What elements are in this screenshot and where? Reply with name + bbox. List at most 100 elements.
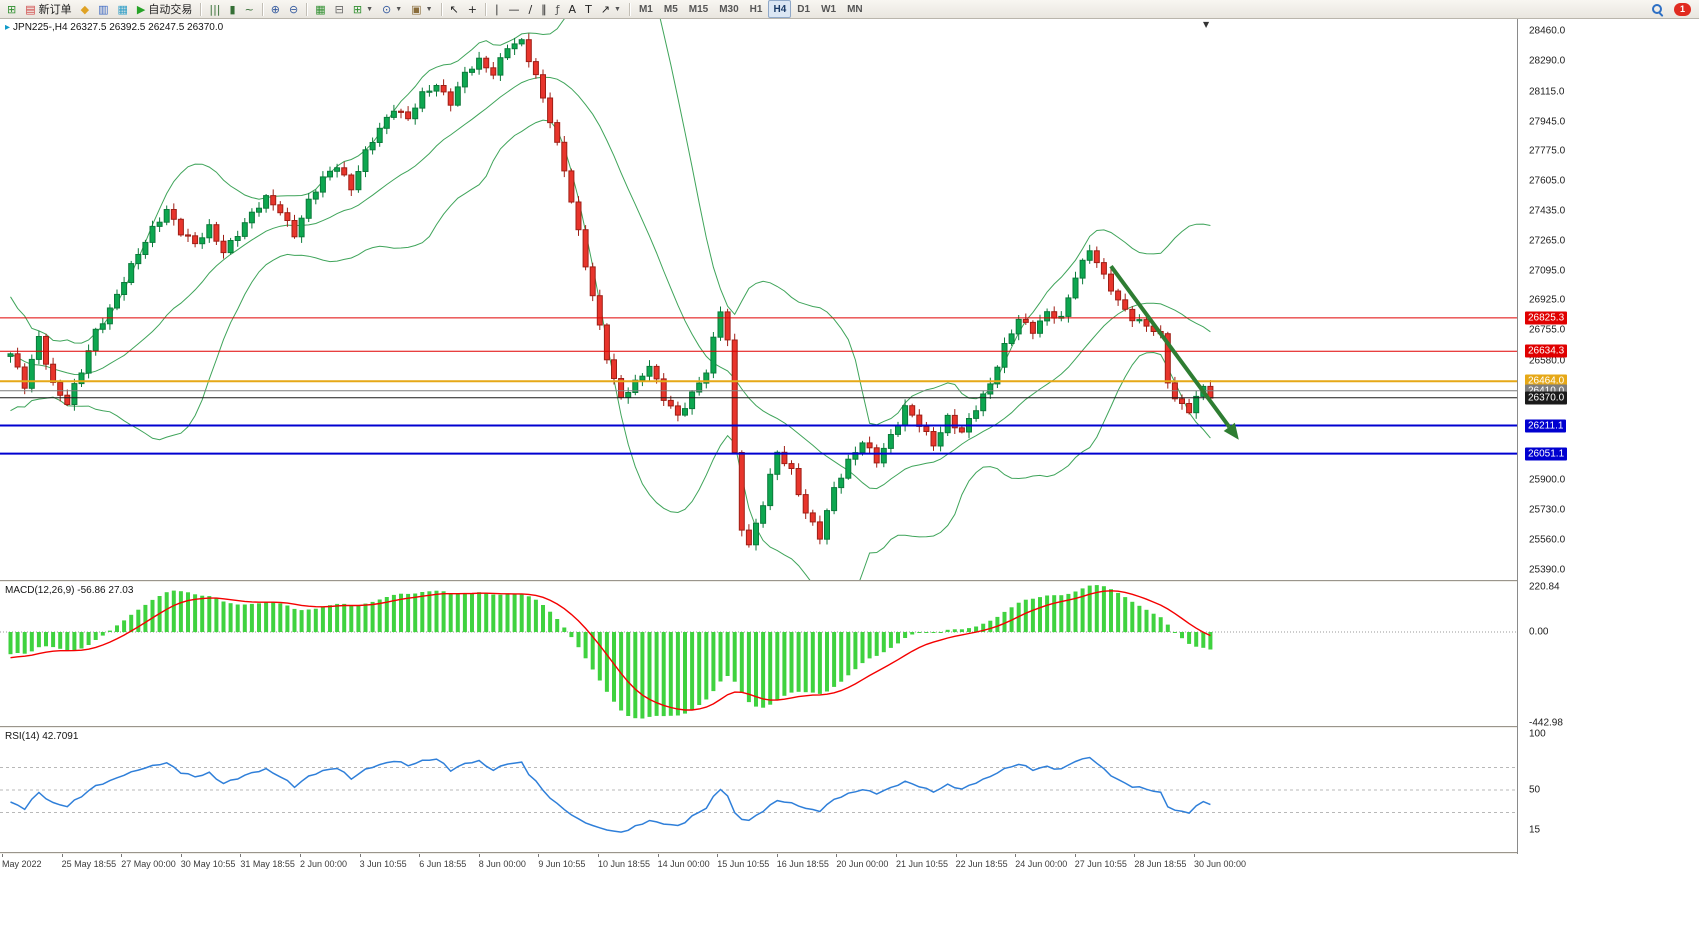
dropdown-arrow-icon: ▼ bbox=[425, 5, 433, 13]
time-axis-label: 2 Jun 00:00 bbox=[300, 859, 348, 869]
new-chart-icon[interactable]: ⊞ bbox=[3, 0, 20, 18]
price-tick: 27435.0 bbox=[1529, 205, 1566, 217]
trendline-icon[interactable]: ∕ bbox=[524, 0, 536, 18]
time-axis-tick bbox=[955, 854, 957, 857]
zoom-out-icon: ⊖ bbox=[289, 2, 299, 16]
notifications-badge[interactable]: 1 bbox=[1674, 2, 1691, 16]
label-icon[interactable]: T bbox=[581, 0, 596, 18]
price-level-label: 26211.1 bbox=[1525, 419, 1567, 432]
dropdown-arrow-icon: ▼ bbox=[395, 5, 403, 13]
price-tick: 25900.0 bbox=[1529, 474, 1566, 486]
candlestick-icon[interactable]: ▮ bbox=[226, 0, 240, 18]
price-tick: 27095.0 bbox=[1529, 265, 1566, 277]
tile-windows-icon[interactable]: ▦ bbox=[311, 0, 329, 18]
timeframe-m30-button[interactable]: M30 bbox=[719, 3, 739, 15]
time-axis-label: 22 Jun 18:55 bbox=[955, 859, 1008, 869]
fibonacci-icon: ƒ bbox=[555, 2, 560, 16]
auto-trading-button[interactable]: ▶ 自动交易 bbox=[133, 0, 196, 18]
crosshair-icon: + bbox=[467, 2, 477, 16]
arrange-windows-icon[interactable]: ⊟ bbox=[331, 0, 348, 18]
market-watch-icon[interactable]: ▥ bbox=[94, 0, 112, 18]
text-icon[interactable]: A bbox=[565, 0, 581, 18]
timeframe-h1-button[interactable]: H1 bbox=[749, 3, 763, 15]
timeframe-m5-button[interactable]: M5 bbox=[663, 3, 678, 15]
time-axis[interactable]: May 2022 25 May 18:55 27 May 00:00 30 May 1… bbox=[0, 854, 1699, 938]
time-axis-label: 16 Jun 18:55 bbox=[776, 859, 829, 869]
time-axis-tick bbox=[776, 854, 778, 857]
horizontal-line-icon[interactable]: — bbox=[504, 0, 523, 18]
price-chart-panel[interactable]: ▸ JPN225-,H4 26327.5 26392.5 26247.5 2637… bbox=[0, 19, 1517, 580]
price-tick: 27775.0 bbox=[1529, 145, 1566, 157]
rsi-scale-tick: 50 bbox=[1529, 784, 1541, 796]
timeframe-h4-button[interactable]: H4 bbox=[768, 0, 792, 18]
timeframes-button[interactable]: ⊙ ▼ bbox=[378, 0, 406, 18]
price-chart-canvas[interactable] bbox=[0, 19, 1517, 580]
arrows-button[interactable]: ↗ ▼ bbox=[597, 0, 625, 18]
price-tick: 28290.0 bbox=[1529, 55, 1566, 67]
indicators-button: ⊞ bbox=[352, 2, 363, 16]
candlestick-icon: ▮ bbox=[229, 2, 236, 16]
channel-icon: ∥ bbox=[541, 2, 547, 16]
templates-button[interactable]: ▣ ▼ bbox=[407, 0, 436, 18]
data-window-icon[interactable]: ▦ bbox=[114, 0, 132, 18]
macd-scale-tick: 0.00 bbox=[1529, 626, 1549, 638]
time-axis-label: 20 Jun 00:00 bbox=[836, 859, 889, 869]
time-axis-tick bbox=[300, 854, 301, 857]
price-tick: 27945.0 bbox=[1529, 116, 1566, 128]
panel-splitter[interactable] bbox=[0, 726, 1699, 728]
indicators-button[interactable]: ⊞ ▼ bbox=[349, 0, 377, 18]
cursor-icon: ↖ bbox=[449, 2, 459, 16]
time-axis-label: 6 Jun 18:55 bbox=[419, 859, 467, 869]
time-axis-label: 27 Jun 10:55 bbox=[1074, 859, 1127, 869]
time-axis-label: 21 Jun 10:55 bbox=[896, 859, 949, 869]
channel-icon[interactable]: ∥ bbox=[537, 0, 551, 18]
macd-panel[interactable]: MACD(12,26,9) -56.86 27.03 bbox=[0, 582, 1517, 726]
rsi-canvas[interactable] bbox=[0, 728, 1517, 852]
rsi-panel[interactable]: RSI(14) 42.7091 bbox=[0, 728, 1517, 852]
vertical-line-icon[interactable]: ∣ bbox=[490, 0, 504, 18]
profiles-icon[interactable]: ◆ bbox=[77, 0, 93, 18]
time-axis-tick bbox=[598, 854, 599, 857]
macd-canvas[interactable] bbox=[0, 582, 1517, 726]
cursor-icon[interactable]: ↖ bbox=[446, 0, 463, 18]
timeframe-d1-button[interactable]: D1 bbox=[797, 3, 811, 15]
timeframe-mn-button[interactable]: MN bbox=[847, 3, 863, 15]
arrows-button: ↗ bbox=[600, 2, 611, 16]
chart-shift-marker[interactable]: ▼ bbox=[1203, 20, 1210, 29]
crosshair-icon[interactable]: + bbox=[464, 0, 481, 18]
time-axis-tick bbox=[359, 854, 361, 857]
bar-chart-icon[interactable]: ||| bbox=[205, 0, 224, 18]
timeframe-m1-button[interactable]: M1 bbox=[638, 3, 653, 15]
new-order-button[interactable]: ▤ 新订单 bbox=[21, 0, 75, 18]
zoom-in-icon[interactable]: ⊕ bbox=[267, 0, 284, 18]
time-axis-tick bbox=[2, 854, 3, 857]
current-price-label: 26370.0 bbox=[1525, 391, 1568, 405]
timeframes-button: ⊙ bbox=[382, 2, 392, 16]
time-axis-label: 9 Jun 10:55 bbox=[538, 859, 586, 869]
price-tick: 25390.0 bbox=[1529, 564, 1566, 575]
line-chart-icon[interactable]: ~ bbox=[241, 0, 258, 18]
toolbar-separator bbox=[484, 2, 486, 16]
price-tick: 26755.0 bbox=[1529, 324, 1566, 336]
bar-chart-icon: ||| bbox=[209, 2, 221, 16]
new-chart-icon: ⊞ bbox=[7, 2, 17, 16]
panel-splitter[interactable] bbox=[0, 580, 1699, 582]
price-scale[interactable]: 28460.0 28290.0 28115.0 27945.0 27775.0 27605… bbox=[1518, 19, 1699, 854]
timeframe-m15-button[interactable]: M15 bbox=[688, 3, 709, 15]
price-level-label: 26634.3 bbox=[1525, 344, 1568, 358]
market-watch-icon: ▥ bbox=[98, 2, 109, 16]
price-tick: 27265.0 bbox=[1529, 235, 1566, 247]
line-chart-icon: ~ bbox=[244, 2, 254, 16]
fibonacci-icon[interactable]: ƒ bbox=[552, 0, 564, 18]
zoom-out-icon[interactable]: ⊖ bbox=[285, 0, 302, 18]
search-button[interactable] bbox=[1647, 0, 1668, 18]
time-axis-label: 14 Jun 00:00 bbox=[657, 859, 710, 869]
arrange-windows-icon: ⊟ bbox=[334, 2, 344, 16]
rsi-scale-tick: 15 bbox=[1529, 824, 1541, 835]
time-axis-label: 15 Jun 10:55 bbox=[717, 859, 770, 869]
price-tick: 26925.0 bbox=[1529, 294, 1566, 306]
price-level-label: 26051.1 bbox=[1525, 447, 1568, 461]
new-order-button: ▤ bbox=[25, 2, 36, 16]
timeframe-w1-button[interactable]: W1 bbox=[821, 3, 837, 15]
price-tick: 25560.0 bbox=[1529, 534, 1566, 546]
